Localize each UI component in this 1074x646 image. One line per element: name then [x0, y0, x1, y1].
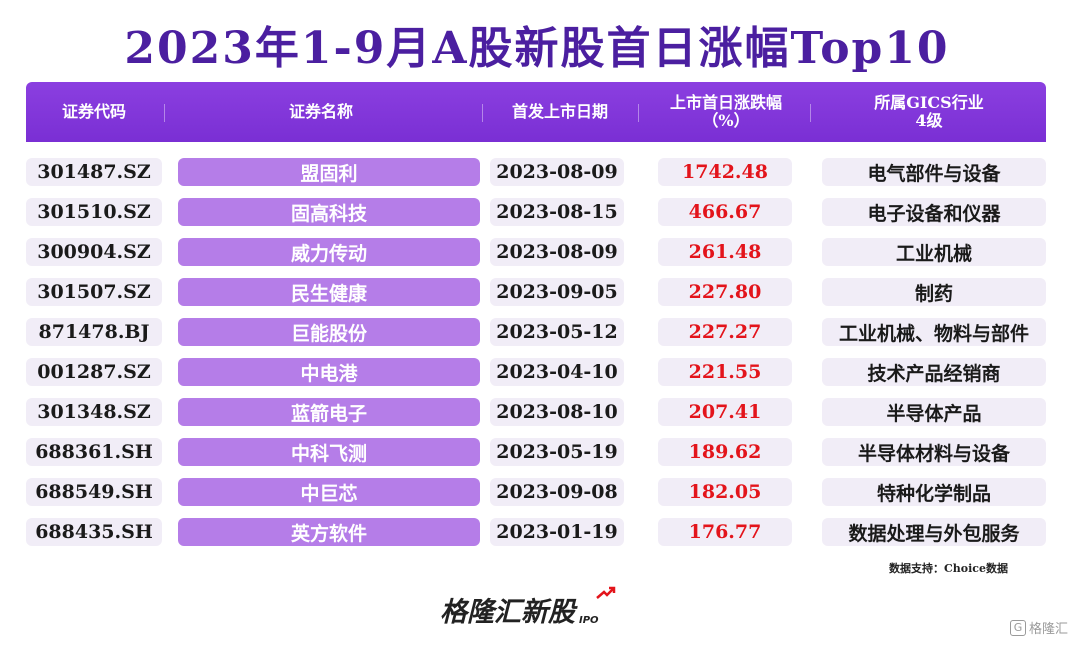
brand-name: 格隆汇新股	[440, 597, 575, 628]
cell-code: 301510.SZ	[26, 198, 162, 226]
cell-code: 301507.SZ	[26, 278, 162, 306]
header-pct-line1: 上市首日涨跌幅	[669, 93, 782, 112]
cell-date: 2023-09-08	[490, 478, 624, 506]
cell-name: 中巨芯	[178, 478, 480, 506]
cell-pct: 176.77	[658, 518, 792, 546]
cell-code: 301348.SZ	[26, 398, 162, 426]
table-row: 301507.SZ 民生健康 2023-09-05 227.80 制药	[26, 272, 1046, 312]
header-divider	[638, 104, 639, 122]
cell-name: 盟固利	[178, 158, 480, 186]
data-source: 数据支持：Choice数据	[889, 562, 1008, 575]
watermark-text: 格隆汇	[1028, 622, 1068, 637]
cell-industry: 电子设备和仪器	[822, 198, 1046, 226]
cell-industry: 数据处理与外包服务	[822, 518, 1046, 546]
table-row: 001287.SZ 中电港 2023-04-10 221.55 技术产品经销商	[26, 352, 1046, 392]
cell-industry: 电气部件与设备	[822, 158, 1046, 186]
header-industry: 所属GICS行业 4级	[812, 94, 1046, 130]
cell-name: 威力传动	[178, 238, 480, 266]
header-pct: 上市首日涨跌幅 （%）	[640, 94, 812, 130]
cell-pct: 227.80	[658, 278, 792, 306]
header-code: 证券代码	[61, 102, 126, 121]
cell-name: 英方软件	[178, 518, 480, 546]
cell-pct: 189.62	[658, 438, 792, 466]
cell-name: 中科飞测	[178, 438, 480, 466]
cell-industry: 技术产品经销商	[822, 358, 1046, 386]
cell-date: 2023-08-15	[490, 198, 624, 226]
table-row: 688435.SH 英方软件 2023-01-19 176.77 数据处理与外包…	[26, 512, 1046, 552]
cell-pct: 227.27	[658, 318, 792, 346]
table-row: 300904.SZ 威力传动 2023-08-09 261.48 工业机械	[26, 232, 1046, 272]
cell-name: 巨能股份	[178, 318, 480, 346]
cell-date: 2023-08-09	[490, 238, 624, 266]
cell-code: 688435.SH	[26, 518, 162, 546]
cell-industry: 半导体材料与设备	[822, 438, 1046, 466]
watermark-icon: G	[1009, 619, 1026, 636]
cell-industry: 特种化学制品	[822, 478, 1046, 506]
table-row: 301510.SZ 固高科技 2023-08-15 466.67 电子设备和仪器	[26, 192, 1046, 232]
cell-pct: 182.05	[658, 478, 792, 506]
cell-code: 301487.SZ	[26, 158, 162, 186]
header-divider	[810, 104, 811, 122]
cell-date: 2023-05-12	[490, 318, 624, 346]
header-pct-line2: （%）	[702, 111, 750, 130]
header-divider	[164, 104, 165, 122]
table-header: 证券代码 证券名称 首发上市日期 上市首日涨跌幅 （%） 所属GICS行业 4级	[26, 82, 1046, 142]
table-row: 871478.BJ 巨能股份 2023-05-12 227.27 工业机械、物料…	[26, 312, 1046, 352]
header-date: 首发上市日期	[511, 102, 608, 121]
cell-name: 固高科技	[178, 198, 480, 226]
cell-date: 2023-08-09	[490, 158, 624, 186]
cell-code: 688549.SH	[26, 478, 162, 506]
cell-pct: 221.55	[658, 358, 792, 386]
brand-logo: 格隆汇新股 IPO	[440, 586, 616, 629]
table-row: 301348.SZ 蓝箭电子 2023-08-10 207.41 半导体产品	[26, 392, 1046, 432]
cell-code: 001287.SZ	[26, 358, 162, 386]
cell-industry: 制药	[822, 278, 1046, 306]
cell-pct: 261.48	[658, 238, 792, 266]
header-industry-line1: 所属GICS行业	[874, 93, 984, 112]
cell-code: 871478.BJ	[26, 318, 162, 346]
cell-date: 2023-05-19	[490, 438, 624, 466]
header-divider	[482, 104, 483, 122]
cell-name: 中电港	[178, 358, 480, 386]
cell-date: 2023-09-05	[490, 278, 624, 306]
cell-code: 300904.SZ	[26, 238, 162, 266]
page-title: 2023年1-9月A股新股首日涨幅Top10	[124, 23, 950, 74]
cell-code: 688361.SH	[26, 438, 162, 466]
header-name: 证券名称	[288, 102, 353, 121]
cell-industry: 半导体产品	[822, 398, 1046, 426]
cell-date: 2023-08-10	[490, 398, 624, 426]
arrow-up-icon	[596, 586, 616, 599]
cell-industry: 工业机械、物料与部件	[822, 318, 1046, 346]
table-row: 301487.SZ 盟固利 2023-08-09 1742.48 电气部件与设备	[26, 152, 1046, 192]
cell-pct: 466.67	[658, 198, 792, 226]
table-body: 301487.SZ 盟固利 2023-08-09 1742.48 电气部件与设备…	[26, 152, 1046, 552]
cell-pct: 1742.48	[658, 158, 792, 186]
cell-date: 2023-04-10	[490, 358, 624, 386]
cell-date: 2023-01-19	[490, 518, 624, 546]
cell-name: 民生健康	[178, 278, 480, 306]
table-row: 688549.SH 中巨芯 2023-09-08 182.05 特种化学制品	[26, 472, 1046, 512]
watermark: G 格隆汇	[1009, 618, 1068, 637]
brand-sub: IPO	[579, 615, 599, 626]
cell-name: 蓝箭电子	[178, 398, 480, 426]
header-industry-line2: 4级	[915, 111, 943, 130]
table-row: 688361.SH 中科飞测 2023-05-19 189.62 半导体材料与设…	[26, 432, 1046, 472]
cell-pct: 207.41	[658, 398, 792, 426]
cell-industry: 工业机械	[822, 238, 1046, 266]
